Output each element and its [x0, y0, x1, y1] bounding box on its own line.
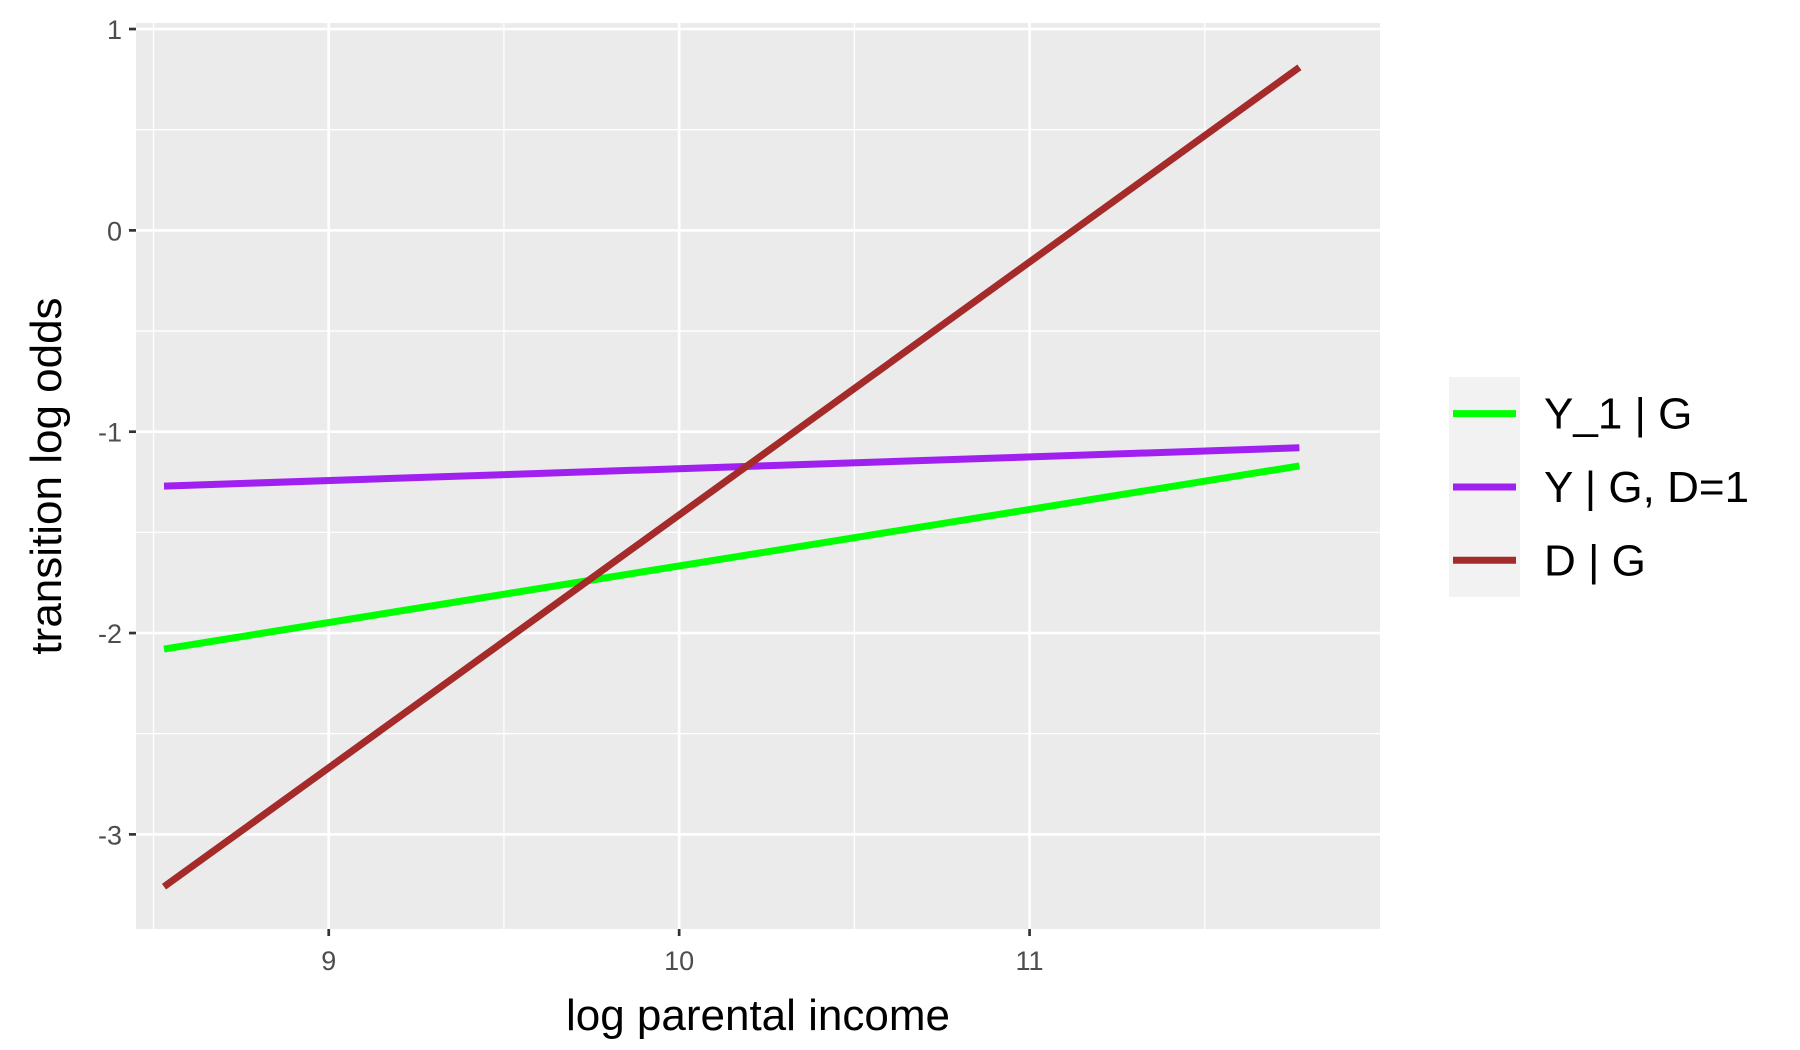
y-axis-ticks: 1 0 -1 -2 -3 [98, 15, 136, 850]
x-tick-label: 9 [321, 946, 336, 976]
panel-background [136, 23, 1380, 929]
x-axis-ticks: 9 10 11 [321, 929, 1044, 976]
legend: Y_1 | G Y | G, D=1 D | G [1449, 377, 1749, 597]
y-axis-title: transition log odds [22, 297, 71, 654]
legend-label: Y | G, D=1 [1544, 463, 1749, 512]
y-tick-label: 0 [107, 216, 122, 246]
x-tick-label: 10 [664, 946, 694, 976]
series-lines [161, 64, 1302, 890]
y-tick-label: -2 [98, 619, 122, 649]
x-axis-title: log parental income [566, 991, 950, 1040]
y-tick-label: -3 [98, 820, 122, 850]
minor-gridlines [136, 23, 1380, 929]
y-tick-label: -1 [98, 418, 122, 448]
legend-label: Y_1 | G [1544, 390, 1692, 439]
x-tick-label: 11 [1016, 946, 1044, 976]
series-line [161, 64, 1302, 890]
series-line [163, 462, 1300, 653]
series-line [163, 444, 1300, 490]
legend-label: D | G [1544, 536, 1646, 585]
major-gridlines [136, 23, 1380, 929]
y-tick-label: 1 [107, 15, 122, 45]
